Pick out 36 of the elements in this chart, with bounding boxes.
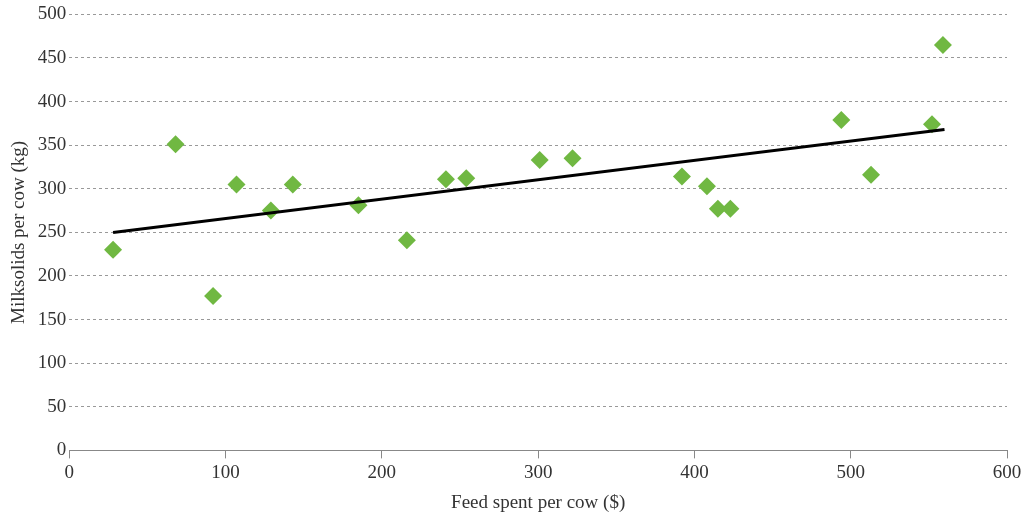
y-tick-label: 250 xyxy=(37,220,67,242)
y-tick-label: 0 xyxy=(56,438,67,460)
y-tick-label: 500 xyxy=(37,2,67,24)
x-tick-label: 200 xyxy=(367,460,397,482)
x-tick-label: 300 xyxy=(523,460,553,482)
point xyxy=(397,231,416,250)
point xyxy=(697,177,716,196)
point xyxy=(922,115,941,134)
point xyxy=(227,175,246,194)
y-tick-label: 350 xyxy=(37,133,67,155)
point xyxy=(166,135,185,154)
y-tick-label: 300 xyxy=(37,176,67,198)
point xyxy=(672,167,691,186)
point xyxy=(457,169,476,188)
y-tick-label: 450 xyxy=(37,45,67,67)
point xyxy=(436,170,455,189)
point xyxy=(832,110,851,129)
point xyxy=(933,35,952,54)
point xyxy=(204,287,223,306)
point xyxy=(104,240,123,259)
y-tick-label: 50 xyxy=(47,394,67,416)
point xyxy=(283,175,302,194)
y-tick-label: 150 xyxy=(37,307,67,329)
y-tick-label: 100 xyxy=(37,351,67,373)
x-tick-label: 400 xyxy=(680,460,709,482)
point xyxy=(530,151,549,170)
x-tick-label: 500 xyxy=(836,460,865,482)
y-tick-label: 200 xyxy=(37,263,67,285)
y-axis-title: Milksolids per cow (kg) xyxy=(7,140,30,324)
point xyxy=(708,199,727,218)
point xyxy=(563,149,582,168)
point xyxy=(862,165,881,184)
y-tick-label: 400 xyxy=(37,89,67,111)
x-axis-title: Feed spent per cow ($) xyxy=(451,490,626,513)
x-tick-label: 100 xyxy=(211,460,240,482)
x-tick-label: 600 xyxy=(992,460,1022,482)
